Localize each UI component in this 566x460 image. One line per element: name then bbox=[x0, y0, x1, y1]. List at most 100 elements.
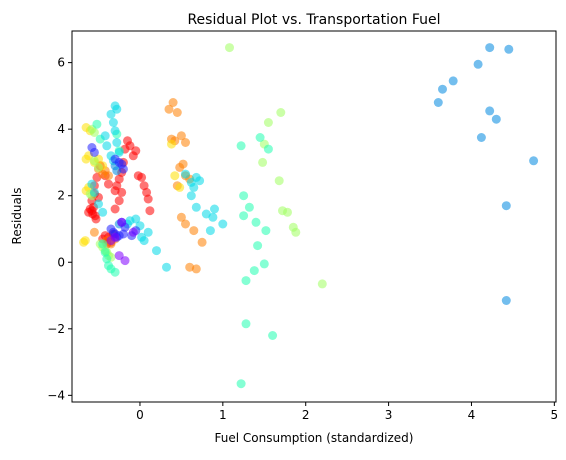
data-point bbox=[253, 241, 263, 251]
data-point bbox=[268, 331, 278, 340]
data-point bbox=[89, 128, 99, 137]
y-tick-label: 0 bbox=[57, 255, 65, 269]
data-point bbox=[176, 131, 186, 141]
data-point bbox=[172, 108, 182, 117]
x-tick-label: 3 bbox=[385, 408, 393, 422]
x-axis: 0 1 2 3 4 5 bbox=[136, 402, 558, 422]
y-axis-label: Residuals bbox=[10, 188, 24, 245]
data-point bbox=[236, 379, 246, 389]
data-point bbox=[251, 217, 261, 227]
data-point bbox=[259, 259, 269, 269]
data-point bbox=[438, 84, 447, 94]
data-point bbox=[114, 147, 124, 157]
data-point bbox=[108, 118, 118, 127]
data-point bbox=[175, 182, 185, 192]
data-point bbox=[90, 211, 100, 221]
data-point bbox=[102, 141, 112, 151]
data-point bbox=[491, 114, 501, 124]
data-point bbox=[241, 319, 251, 329]
data-point bbox=[197, 237, 207, 247]
data-point bbox=[152, 246, 161, 256]
data-point bbox=[131, 146, 141, 156]
data-point bbox=[162, 262, 171, 272]
x-tick-label: 0 bbox=[136, 408, 144, 422]
data-point bbox=[168, 98, 178, 107]
data-point bbox=[181, 138, 190, 147]
data-point bbox=[189, 182, 199, 192]
data-point bbox=[89, 147, 99, 157]
y-tick-label: −2 bbox=[47, 322, 65, 336]
data-point bbox=[236, 141, 246, 151]
data-point bbox=[164, 104, 174, 114]
data-point bbox=[89, 156, 99, 166]
data-point bbox=[167, 139, 176, 149]
data-point bbox=[504, 44, 514, 54]
data-point bbox=[239, 191, 249, 201]
data-point bbox=[104, 171, 113, 181]
data-point bbox=[291, 227, 301, 237]
y-tick-label: 6 bbox=[57, 56, 65, 70]
data-point bbox=[191, 264, 201, 274]
data-point bbox=[87, 179, 97, 189]
data-point bbox=[89, 187, 99, 197]
data-point bbox=[263, 144, 273, 154]
data-point bbox=[485, 106, 495, 116]
data-point bbox=[92, 119, 102, 129]
data-point bbox=[110, 126, 120, 136]
x-tick-label: 1 bbox=[219, 408, 227, 422]
data-point bbox=[110, 204, 120, 214]
y-tick-label: −4 bbox=[47, 388, 65, 402]
data-point bbox=[81, 154, 91, 164]
x-tick-label: 5 bbox=[551, 408, 559, 422]
data-point bbox=[98, 207, 108, 217]
data-point bbox=[239, 211, 249, 221]
data-point bbox=[143, 227, 153, 237]
data-point bbox=[283, 207, 292, 217]
data-point bbox=[241, 276, 251, 286]
data-point bbox=[195, 176, 205, 186]
data-point bbox=[205, 226, 215, 236]
data-point bbox=[249, 266, 259, 276]
data-point bbox=[117, 187, 127, 197]
data-point bbox=[501, 201, 511, 211]
data-point bbox=[261, 226, 271, 236]
data-point bbox=[98, 239, 108, 249]
data-point bbox=[104, 179, 113, 189]
y-axis: −4 −2 0 2 4 6 bbox=[47, 56, 72, 402]
plot-frame bbox=[71, 30, 557, 403]
data-point bbox=[112, 138, 122, 147]
x-tick-label: 4 bbox=[468, 408, 476, 422]
data-point bbox=[274, 176, 284, 186]
data-point bbox=[89, 227, 99, 237]
data-point bbox=[112, 104, 122, 114]
data-point bbox=[218, 219, 228, 229]
data-point bbox=[476, 133, 486, 142]
data-point bbox=[176, 212, 186, 222]
data-point bbox=[128, 227, 138, 237]
data-point bbox=[208, 212, 218, 222]
data-point bbox=[139, 236, 149, 246]
data-point bbox=[473, 59, 483, 69]
data-point bbox=[145, 206, 155, 216]
data-point bbox=[189, 226, 199, 236]
data-point bbox=[170, 171, 180, 181]
data-point bbox=[317, 279, 327, 289]
data-point bbox=[178, 159, 188, 169]
data-point bbox=[263, 118, 273, 127]
data-point bbox=[181, 169, 190, 179]
data-point bbox=[137, 172, 147, 182]
data-point bbox=[186, 191, 196, 201]
data-point bbox=[181, 219, 190, 229]
y-tick-label: 4 bbox=[57, 122, 65, 136]
data-point bbox=[501, 296, 511, 305]
data-point bbox=[131, 214, 141, 224]
data-point bbox=[210, 204, 219, 214]
data-point bbox=[100, 131, 110, 141]
x-tick-label: 2 bbox=[302, 408, 310, 422]
data-point bbox=[94, 162, 103, 172]
data-point bbox=[120, 256, 130, 266]
data-point bbox=[276, 108, 286, 117]
data-point bbox=[114, 196, 124, 206]
